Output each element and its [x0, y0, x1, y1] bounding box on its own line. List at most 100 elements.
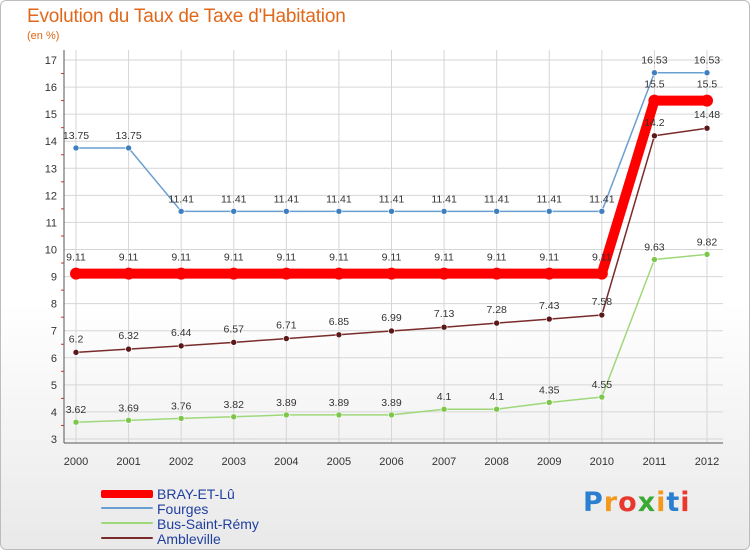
data-label-fourges: 11.41: [274, 193, 300, 205]
data-label-ambleville: 7.28: [486, 304, 507, 316]
data-label-ambleville: 6.32: [118, 330, 139, 342]
legend-swatch-bray: [101, 490, 153, 498]
data-point-bus_saint_remy: [651, 256, 658, 263]
y-tick-label: 10: [45, 245, 57, 257]
data-label-bray_et_lu: 9.11: [539, 252, 559, 264]
data-point-fourges: [651, 69, 658, 77]
x-tick-label: 2001: [116, 456, 140, 468]
data-label-fourges: 11.41: [221, 193, 247, 205]
data-point-bray_et_lu: [438, 267, 451, 280]
data-label-ambleville: 14.2: [644, 117, 665, 129]
data-point-fourges: [703, 69, 711, 77]
data-label-bray_et_lu: 9.11: [119, 252, 139, 264]
data-label-ambleville: 6.99: [381, 312, 402, 324]
data-label-fourges: 13.75: [115, 130, 141, 142]
data-point-bray_et_lu: [280, 267, 293, 280]
data-label-bray_et_lu: 9.11: [382, 252, 402, 264]
data-point-bus_saint_remy: [177, 415, 185, 422]
data-label-bus_saint_remy: 3.89: [276, 397, 297, 409]
data-label-ambleville: 6.57: [224, 323, 245, 335]
x-tick-label: 2009: [537, 456, 561, 468]
data-label-fourges: 11.41: [168, 193, 194, 205]
logo-letter: P: [583, 487, 604, 518]
data-point-ambleville: [335, 331, 343, 339]
data-point-bus_saint_remy: [545, 399, 553, 406]
data-label-bray_et_lu: 9.11: [592, 252, 612, 264]
y-tick-label: 12: [45, 190, 57, 202]
data-point-ambleville: [493, 319, 500, 327]
y-tick-label: 17: [45, 55, 57, 67]
data-point-bray_et_lu: [385, 267, 398, 280]
data-label-bus_saint_remy: 3.62: [66, 404, 87, 416]
y-tick-label: 8: [51, 299, 57, 311]
y-tick-label: 4: [51, 407, 57, 419]
logo-letter: o: [618, 487, 638, 518]
data-point-fourges: [598, 208, 606, 215]
data-label-bus_saint_remy: 3.69: [118, 402, 139, 414]
data-label-bus_saint_remy: 4.1: [489, 391, 504, 403]
y-tick-label: 3: [51, 434, 57, 446]
data-point-bus_saint_remy: [125, 417, 132, 424]
data-point-ambleville: [72, 349, 80, 356]
proxiti-logo: Proxiti: [583, 487, 691, 518]
data-point-ambleville: [177, 342, 185, 350]
x-tick-label: 2011: [643, 456, 667, 468]
data-point-bus_saint_remy: [72, 418, 80, 426]
legend-swatch-bus-saint-remy: [101, 522, 153, 524]
data-label-bray_et_lu: 9.11: [224, 252, 244, 264]
data-label-fourges: 11.41: [431, 193, 457, 205]
y-tick-label: 5: [51, 380, 57, 392]
legend-swatch-fourges: [101, 507, 153, 509]
x-tick-label: 2002: [169, 456, 193, 468]
logo-letter: i: [656, 487, 667, 518]
data-label-bus_saint_remy: 3.89: [381, 397, 402, 409]
data-point-fourges: [545, 208, 553, 215]
chart-title: Evolution du Taux de Taxe d'Habitation: [27, 6, 346, 27]
y-tick-label: 9: [51, 272, 57, 284]
data-point-bray_et_lu: [175, 267, 188, 280]
legend-swatch-ambleville: [101, 537, 153, 539]
x-tick-label: 2007: [432, 456, 456, 468]
data-point-bray_et_lu: [122, 267, 135, 280]
data-point-bus_saint_remy: [598, 393, 606, 401]
data-point-bus_saint_remy: [440, 405, 448, 413]
data-label-ambleville: 7.43: [539, 300, 560, 312]
data-point-ambleville: [598, 311, 606, 319]
data-label-ambleville: 14.48: [694, 109, 720, 121]
data-label-ambleville: 6.44: [171, 327, 192, 339]
x-tick-label: 2008: [484, 456, 508, 468]
x-tick-label: 2005: [327, 456, 351, 468]
data-label-ambleville: 6.71: [276, 320, 297, 332]
data-label-bus_saint_remy: 3.76: [171, 400, 192, 412]
x-tick-label: 2010: [590, 456, 614, 468]
data-point-ambleville: [388, 327, 395, 335]
data-label-bray_et_lu: 9.11: [487, 252, 507, 264]
data-point-bray_et_lu: [543, 267, 556, 280]
x-tick-label: 2000: [64, 456, 88, 468]
data-point-fourges: [230, 208, 238, 215]
data-point-fourges: [388, 208, 395, 215]
data-label-fourges: 11.41: [589, 193, 615, 205]
data-point-ambleville: [230, 339, 238, 346]
data-label-bus_saint_remy: 9.63: [644, 242, 665, 254]
data-point-fourges: [283, 208, 290, 215]
x-tick-label: 2006: [379, 456, 403, 468]
logo-letter: x: [637, 487, 657, 518]
data-point-fourges: [335, 208, 343, 215]
data-label-bray_et_lu: 9.11: [329, 252, 349, 264]
logo-letter: t: [666, 487, 681, 518]
y-tick-label: 6: [51, 353, 57, 365]
data-label-bus_saint_remy: 4.1: [437, 391, 452, 403]
y-tick-label: 11: [46, 217, 57, 229]
data-label-bray_et_lu: 9.11: [276, 252, 296, 264]
data-point-bus_saint_remy: [335, 411, 343, 419]
data-point-bus_saint_remy: [493, 405, 500, 413]
data-label-ambleville: 7.58: [592, 296, 613, 308]
data-point-fourges: [440, 208, 448, 215]
data-label-bray_et_lu: 9.11: [171, 252, 191, 264]
y-tick-label: 16: [45, 82, 57, 94]
data-label-bus_saint_remy: 4.55: [592, 379, 613, 391]
chart-subtitle: (en %): [27, 30, 60, 42]
